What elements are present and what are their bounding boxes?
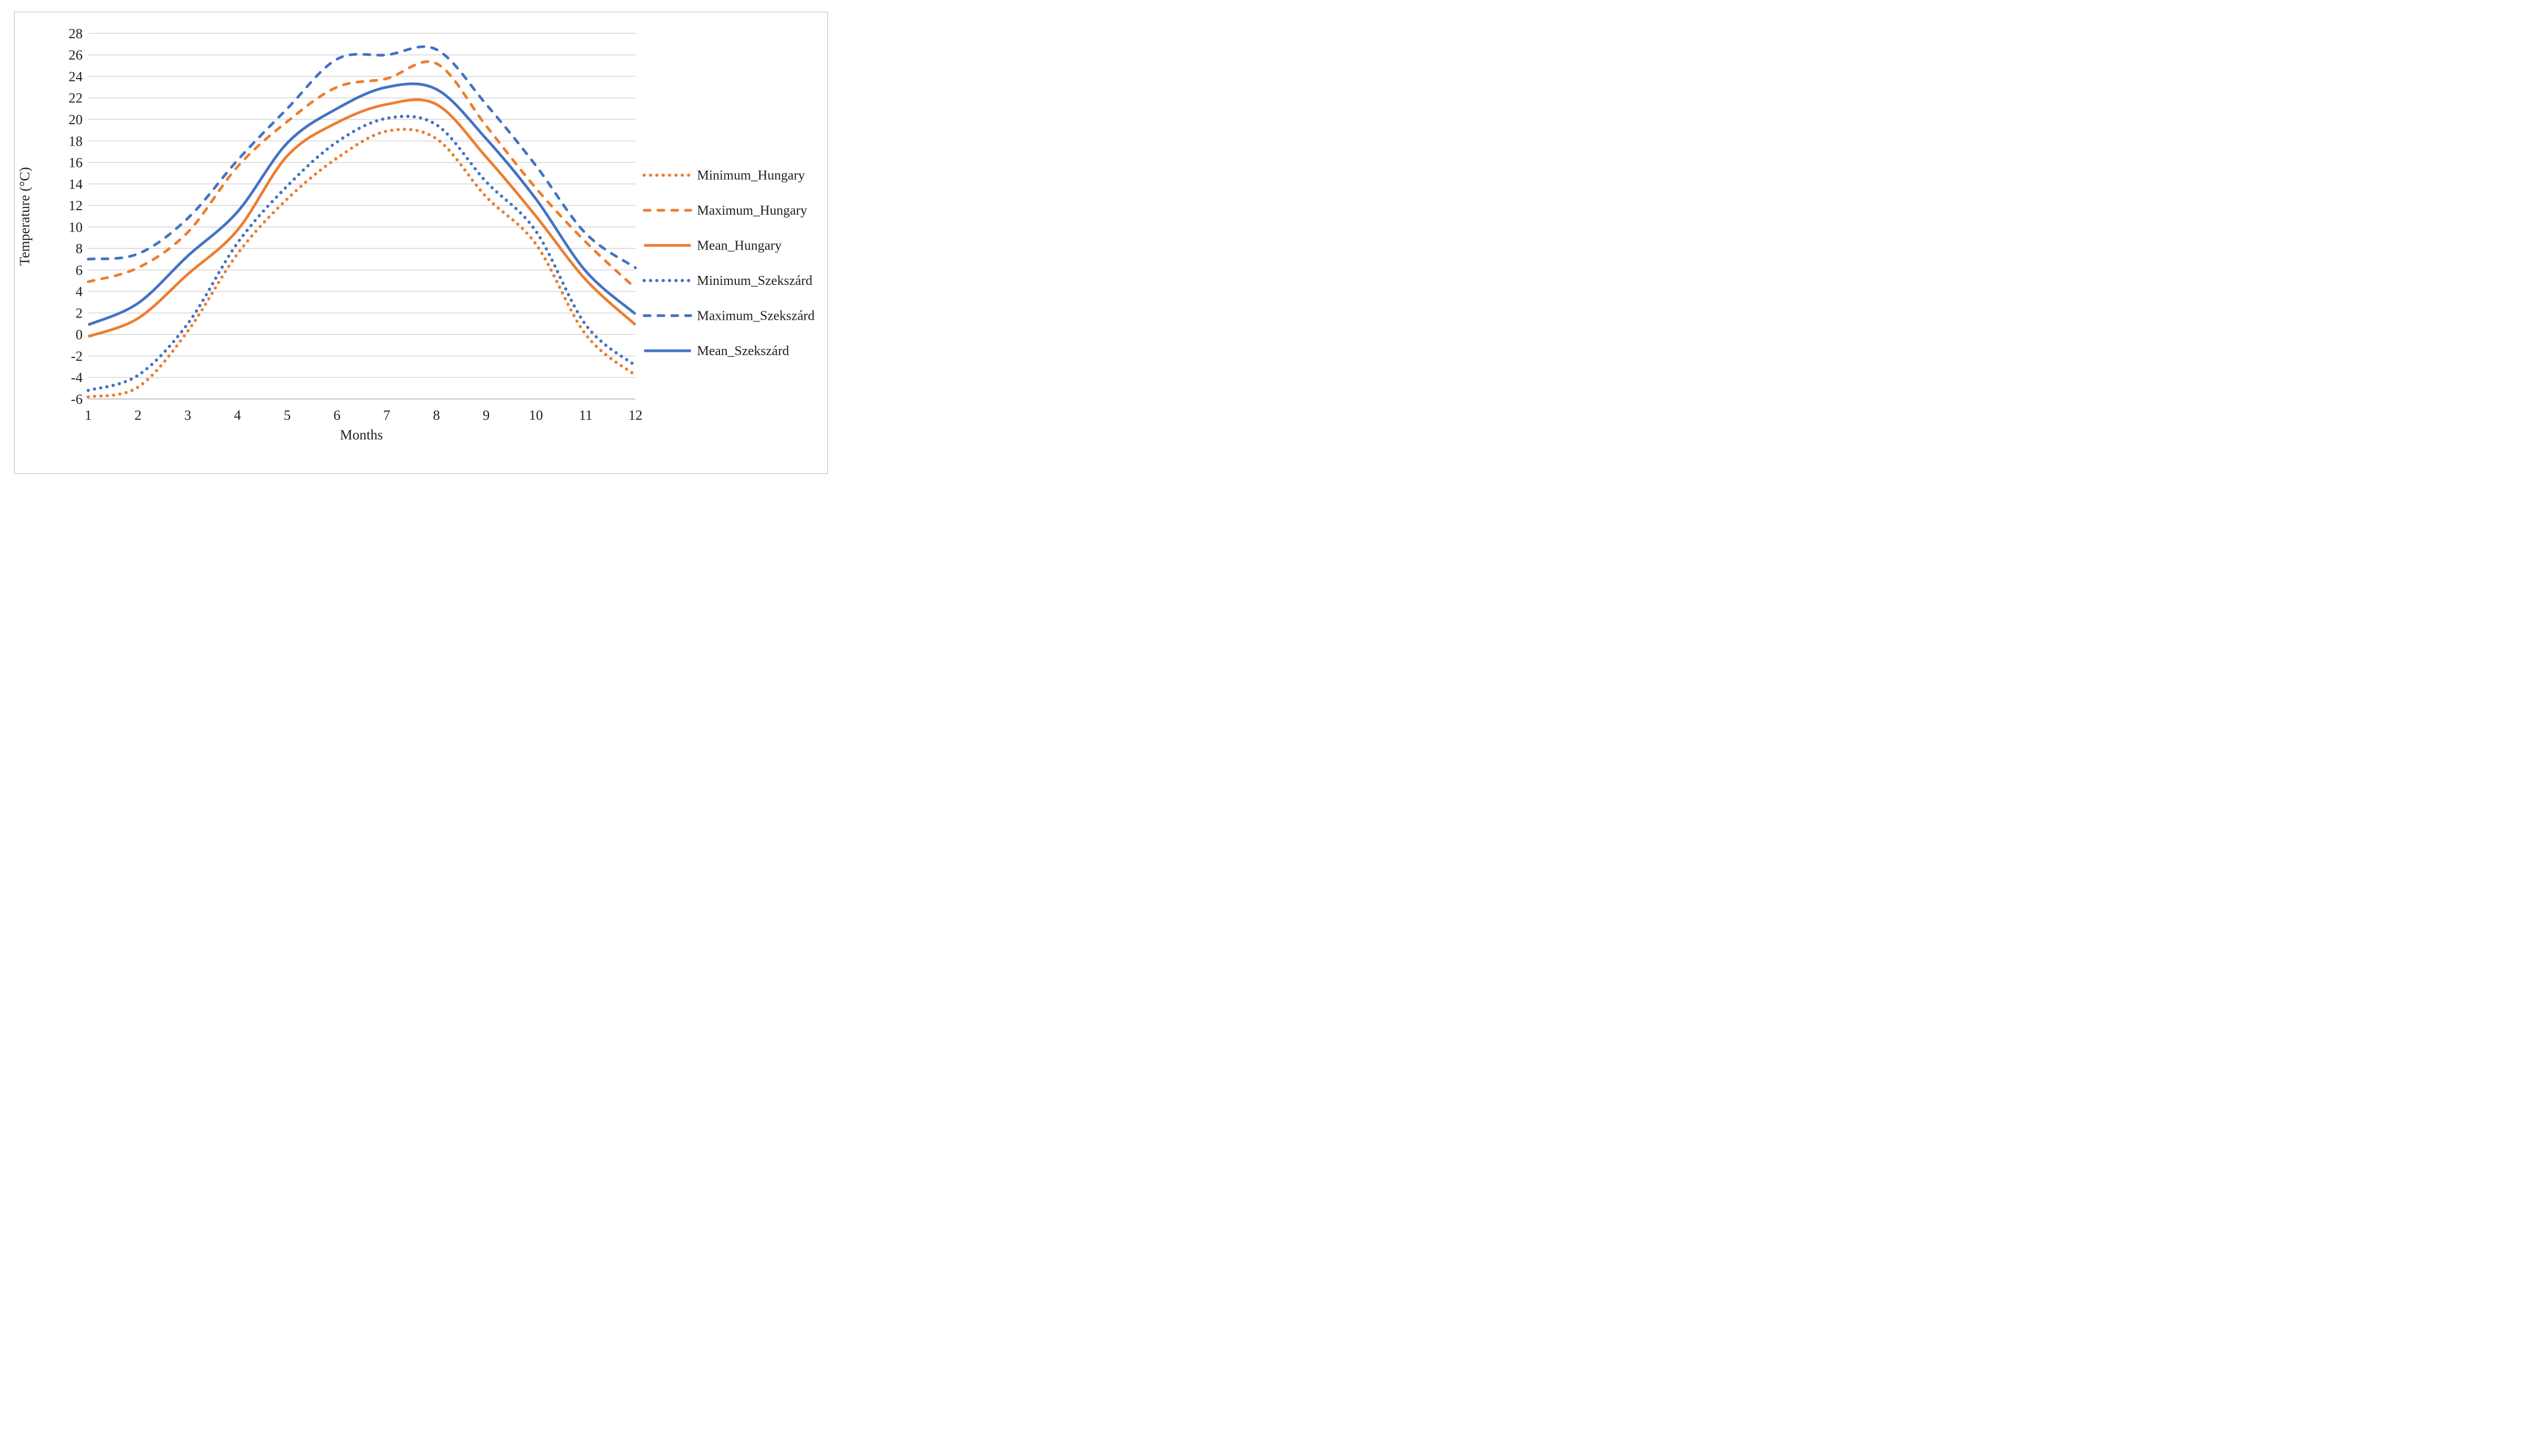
y-tick-label: -2 [71, 349, 83, 364]
y-tick-label: 0 [76, 328, 83, 343]
y-axis-title: Temperature (°C) [17, 167, 33, 266]
x-tick-label: 4 [234, 408, 241, 423]
y-tick-label: 10 [69, 220, 83, 235]
y-tick-label: 26 [69, 48, 83, 63]
x-tick-label: 2 [134, 408, 142, 423]
series-line-mean-hungary [88, 98, 637, 338]
series-line-maximum-szeksz-rd [87, 45, 637, 269]
y-tick-label: 12 [69, 198, 83, 214]
y-tick-label: 18 [69, 134, 83, 149]
legend-item: Mean_Szekszárd [644, 344, 789, 359]
y-tick-label: 16 [69, 156, 83, 171]
legend-item-label: Minimum_Szekszárd [697, 274, 812, 288]
y-tick-label: -6 [71, 392, 83, 407]
series-line-minimum-szeksz-rd [87, 115, 637, 392]
legend-item: Minimum_Szekszárd [642, 274, 812, 288]
gridlines [88, 33, 636, 400]
y-tick-label: 4 [76, 284, 83, 300]
legend-item-label: Mean_Hungary [697, 239, 782, 253]
series-line-mean-szeksz-rd [88, 82, 637, 326]
y-tick-label: 22 [69, 91, 83, 106]
y-tick-label: 28 [69, 26, 83, 42]
series-lines [87, 45, 637, 399]
y-tick-label: 20 [69, 112, 83, 128]
x-axis-title: Months [340, 428, 383, 443]
x-tick-label: 8 [433, 408, 440, 423]
legend-item-label: Maximum_Hungary [697, 203, 807, 218]
y-tick-label: 14 [69, 177, 83, 192]
legend-item-label: Maximum_Szekszárd [697, 309, 814, 324]
series-line-minimum-hungary [87, 128, 637, 399]
x-axis-tick-labels: 1 2 3 4 5 6 7 8 9 10 11 12 [85, 408, 642, 423]
x-tick-label: 12 [628, 408, 642, 423]
legend-item-label: Minimum_Hungary [697, 169, 805, 183]
legend-item-label: Mean_Szekszárd [697, 344, 789, 359]
legend-item: Maximum_Hungary [642, 203, 807, 218]
legend-item: Mean_Hungary [644, 239, 782, 253]
y-tick-label: 6 [76, 263, 83, 278]
x-tick-label: 5 [284, 408, 291, 423]
y-tick-label: 8 [76, 242, 83, 257]
figure-frame [14, 12, 828, 474]
x-tick-label: 9 [483, 408, 490, 423]
x-tick-label: 6 [333, 408, 341, 423]
y-tick-label: -4 [71, 370, 83, 385]
x-tick-label: 11 [579, 408, 592, 423]
legend-item: Minimum_Hungary [642, 169, 805, 183]
x-tick-label: 1 [85, 408, 92, 423]
legend-item: Maximum_Szekszárd [642, 309, 814, 324]
legend: Minimum_Hungary Maximum_Hungary Mean_Hunga… [642, 169, 814, 359]
x-tick-label: 3 [184, 408, 192, 423]
x-tick-label: 7 [383, 408, 391, 423]
series-line-maximum-hungary [87, 60, 637, 290]
y-tick-label: 2 [76, 306, 83, 321]
x-tick-label: 10 [529, 408, 543, 423]
y-tick-label: 24 [69, 69, 83, 84]
